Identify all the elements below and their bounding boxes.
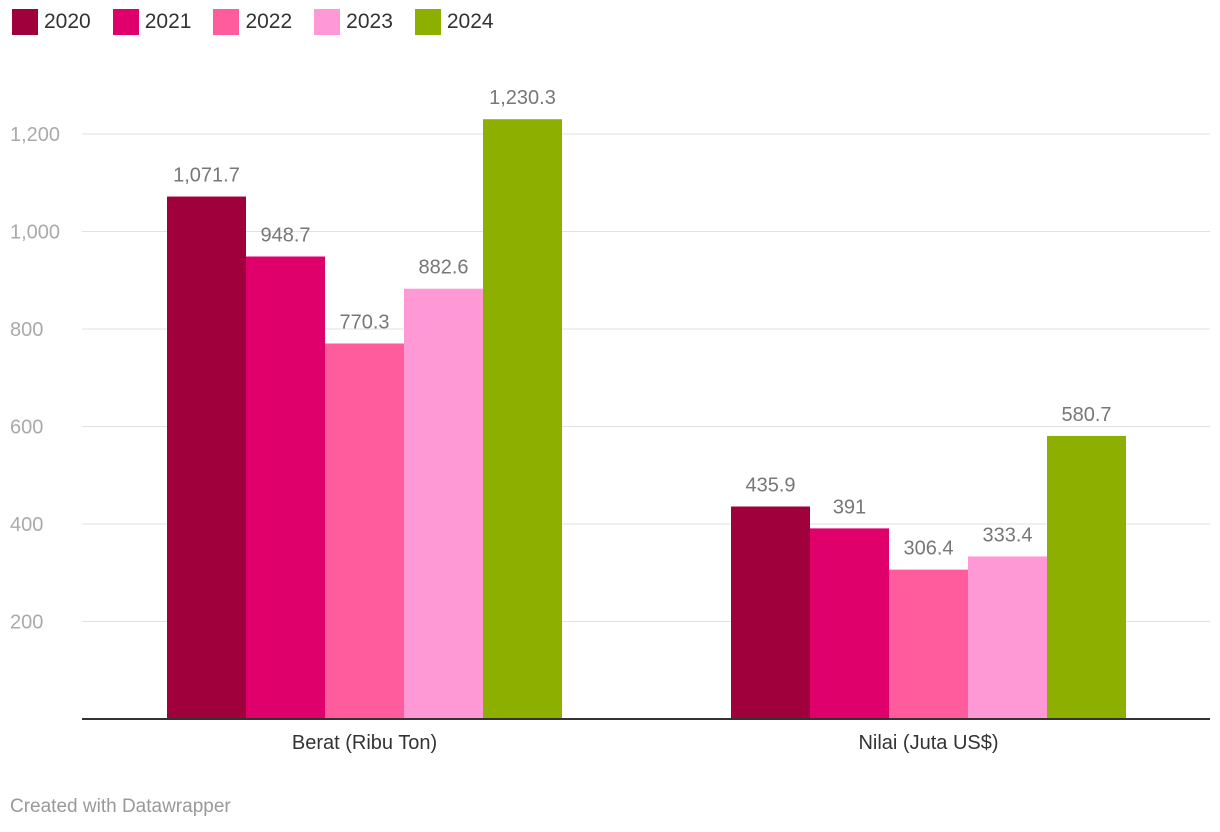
legend-item-2024: 2024 [414,9,494,35]
bar [167,196,246,719]
data-label: 391 [833,496,866,518]
data-label: 882.6 [418,257,468,279]
y-tick-label: 1,000 [10,222,60,244]
legend-label: 2021 [144,10,192,33]
legend-swatch [213,9,240,35]
legend-swatch [112,9,139,35]
chart-legend: 2020 2021 2022 2023 2024 [12,9,516,35]
data-label: 306.4 [903,538,953,560]
data-label: 770.3 [339,311,389,333]
legend-swatch [414,9,441,35]
legend-item-2023: 2023 [314,9,393,35]
x-category-label: Berat (Ribu Ton) [292,732,437,754]
bar [731,506,810,719]
y-tick-label: 800 [10,319,43,341]
legend-label: 2024 [446,10,494,33]
data-label: 1,071.7 [173,165,240,187]
legend-swatch [314,9,341,35]
legend-swatch [12,9,38,35]
data-label: 580.7 [1061,404,1111,426]
y-tick-label: 600 [10,417,43,439]
bar [968,556,1047,719]
credit-text: Created with Datawrapper [10,796,231,817]
y-tick-label: 400 [10,514,43,536]
data-label: 435.9 [745,474,795,496]
legend-label: 2022 [245,10,293,33]
data-label: 1,230.3 [489,87,556,109]
bar [246,256,325,719]
bar [325,343,404,719]
legend-label: 2023 [346,10,393,33]
legend-item-2020: 2020 [12,9,91,35]
bar-chart: 200 400 600 800 1,000 1,200 1,071.7 948.7 770.3 8… [10,87,1210,754]
legend-item-2022: 2022 [213,9,292,35]
data-label: 333.4 [982,524,1032,546]
legend-label: 2020 [44,10,91,33]
bar [483,119,562,719]
y-tick-label: 200 [10,612,43,634]
data-label: 948.7 [260,225,310,247]
y-tick-label: 1,200 [10,124,60,146]
bar [889,569,968,719]
x-category-label: Nilai (Juta US$) [858,732,998,754]
bar [810,528,889,719]
bar [1047,435,1126,719]
bar [404,288,483,719]
legend-item-2021: 2021 [112,9,192,35]
